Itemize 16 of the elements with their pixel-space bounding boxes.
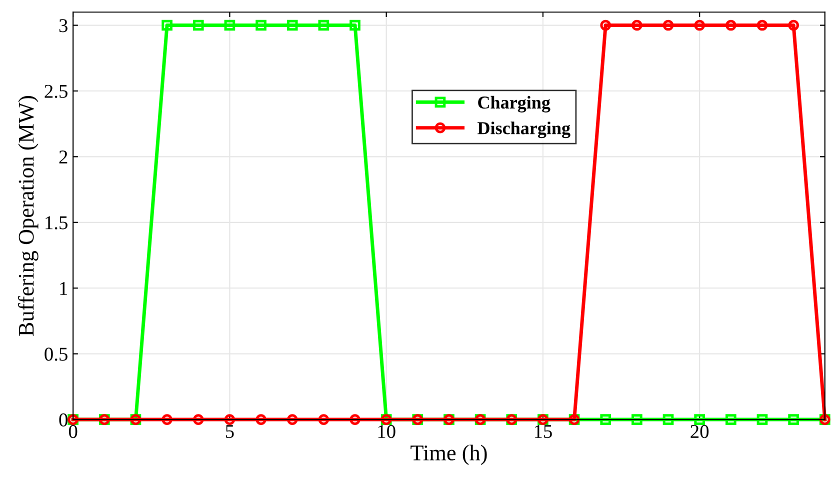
legend-label: Discharging xyxy=(478,122,570,138)
y-tick-label: 1.5 xyxy=(46,216,68,230)
y-tick-label: 0.5 xyxy=(44,348,68,361)
x-tick-label: 0 xyxy=(68,424,78,438)
x-tick-label: 15 xyxy=(534,425,552,438)
x-tick-label: 20 xyxy=(690,424,709,438)
y-tick-label: 3 xyxy=(59,19,68,32)
x-tick-label: 10 xyxy=(378,424,396,438)
y-tick-label: 0 xyxy=(59,413,68,426)
y-axis-title: Buffering Operation (MW) xyxy=(18,96,38,336)
x-tick-label: 5 xyxy=(226,425,234,438)
y-tick-label: 1 xyxy=(60,282,68,295)
x-axis-title: Time (h) xyxy=(410,444,487,465)
y-tick-label: 2 xyxy=(59,150,68,164)
legend-label: Charging xyxy=(478,96,550,112)
y-tick-label: 2.5 xyxy=(44,84,68,98)
